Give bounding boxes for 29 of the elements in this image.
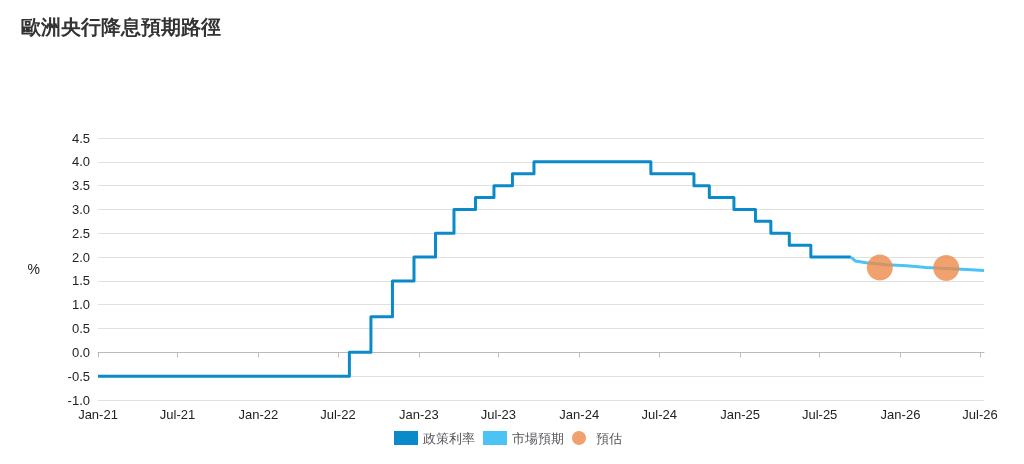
y-axis-title: % xyxy=(27,261,40,277)
x-tick-label: Jan-23 xyxy=(398,407,439,422)
y-tick-label: 0.0 xyxy=(71,344,90,360)
x-tick-label: Jan-21 xyxy=(78,407,118,422)
y-tick-label: -0.5 xyxy=(67,368,90,384)
x-tick-label: Jan-24 xyxy=(559,407,600,422)
x-tick-label: Jul-25 xyxy=(801,407,838,422)
chart-title: 歐洲央行降息預期路徑 xyxy=(21,15,221,39)
y-tick-label: 0.5 xyxy=(71,321,90,337)
y-tick-label: 4.5 xyxy=(71,130,90,146)
x-tick-label: Jul-22 xyxy=(320,407,356,422)
legend-label: 預估 xyxy=(596,430,622,446)
y-tick-label: 2.0 xyxy=(71,249,90,265)
x-tick-label: Jul-21 xyxy=(159,407,196,422)
x-tick-label: Jul-23 xyxy=(480,407,517,422)
x-tick-label: Jan-22 xyxy=(238,407,279,422)
legend-label: 政策利率 xyxy=(423,430,475,446)
y-tick-label: 4.0 xyxy=(71,154,90,170)
legend-label: 市場預期 xyxy=(512,430,564,446)
y-tick-label: 3.0 xyxy=(71,201,90,217)
x-tick-label: Jan-26 xyxy=(880,407,921,422)
y-tick-label: 2.5 xyxy=(71,225,90,241)
x-tick-label: Jul-24 xyxy=(641,407,677,422)
y-tick-label: -1.0 xyxy=(67,392,90,408)
x-tick-label: Jul-26 xyxy=(962,407,998,422)
y-tick-label: 1.0 xyxy=(71,297,90,313)
y-tick-label: 3.5 xyxy=(71,178,90,194)
y-tick-label: 1.5 xyxy=(71,273,90,289)
x-tick-label: Jan-25 xyxy=(720,407,760,422)
